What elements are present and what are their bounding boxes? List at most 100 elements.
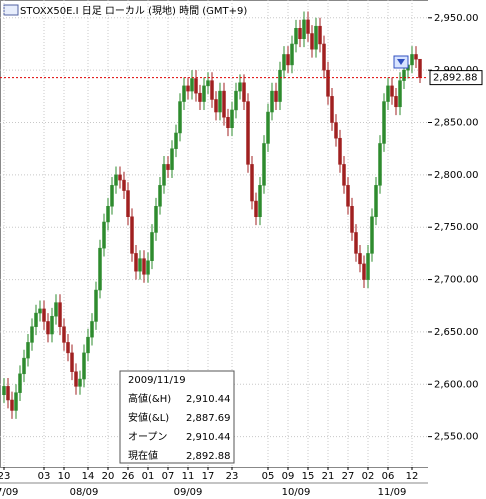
candle-body — [290, 43, 294, 66]
candle-body — [190, 78, 194, 92]
candle-body — [230, 109, 234, 128]
candle-body — [322, 43, 326, 71]
candle-body — [226, 117, 230, 128]
candle-body — [158, 185, 162, 207]
candle-body — [118, 174, 122, 181]
candle-body — [338, 137, 342, 165]
x-tick-label: 17 — [202, 471, 215, 482]
info-value: 2,892.88 — [186, 451, 231, 462]
candle-body — [10, 399, 14, 411]
y-tick-label: 2,800.00 — [434, 170, 479, 181]
candle-body — [234, 90, 238, 111]
candle-body — [186, 85, 190, 92]
candle-body — [330, 96, 334, 123]
candle-body — [18, 373, 22, 393]
candle-body — [114, 174, 118, 186]
candle-body — [14, 392, 18, 411]
chart-title: STOXX50E.I 日足 ローカル (現地) 時間 (GMT+9) — [20, 4, 247, 17]
candle-body — [74, 371, 78, 387]
info-label: 高値(&H) — [128, 392, 171, 405]
x-tick-label: 21 — [322, 471, 335, 482]
candle-body — [402, 69, 406, 81]
candle-body — [394, 96, 398, 108]
x-tick-label: 09 — [282, 471, 295, 482]
month-label: 11/09 — [378, 487, 407, 498]
candle-body — [370, 216, 374, 254]
candle-body — [42, 308, 46, 322]
candle-body — [146, 260, 150, 275]
candle-body — [102, 221, 106, 249]
candle-body — [262, 143, 266, 186]
candle-body — [122, 179, 126, 191]
candle-body — [342, 164, 346, 186]
candle-body — [378, 143, 382, 186]
candle-body — [206, 80, 210, 87]
candle-body — [166, 164, 170, 170]
candle-body — [62, 326, 66, 343]
candle-body — [106, 206, 110, 223]
candle-body — [334, 122, 338, 139]
candle-body — [26, 342, 30, 359]
candle-body — [182, 85, 186, 102]
candle-body — [310, 33, 314, 50]
candle-body — [70, 352, 74, 372]
candle-body — [258, 185, 262, 217]
candle-body — [302, 19, 306, 39]
x-tick-label: 23 — [0, 471, 10, 482]
candle-body — [274, 90, 278, 102]
candle-body — [222, 90, 226, 118]
info-value: 2,910.44 — [186, 432, 231, 443]
candle-body — [294, 28, 298, 45]
candle-body — [210, 80, 214, 100]
y-tick-label: 2,950.00 — [434, 13, 479, 24]
info-value: 2,910.44 — [186, 394, 231, 405]
candle-body — [314, 25, 318, 50]
candle-body — [318, 25, 322, 45]
candle-body — [390, 85, 394, 97]
candle-body — [30, 326, 34, 343]
candle-body — [418, 58, 422, 78]
x-tick-label: 23 — [226, 471, 239, 482]
candle-body — [250, 164, 254, 202]
y-tick-label: 2,850.00 — [434, 118, 479, 129]
candle-body — [150, 232, 154, 261]
candle-body — [286, 54, 290, 66]
x-tick-label: 11 — [182, 471, 195, 482]
x-tick-label: 20 — [102, 471, 115, 482]
y-tick-label: 2,700.00 — [434, 275, 479, 286]
last-price-tag — [429, 70, 483, 86]
candle-body — [34, 312, 38, 327]
candle-body — [22, 357, 26, 375]
candle-body — [278, 69, 282, 102]
candle-body — [66, 342, 70, 354]
candle-body — [266, 111, 270, 144]
candle-body — [110, 185, 114, 207]
candle-body — [94, 289, 98, 322]
candle-body — [366, 253, 370, 280]
candle-body — [162, 164, 166, 186]
info-label: 現在値 — [128, 449, 158, 462]
candle-body — [282, 54, 286, 71]
candle-body — [178, 101, 182, 134]
candle-body — [398, 80, 402, 108]
candle-body — [38, 308, 42, 314]
candle-body — [306, 19, 310, 34]
candle-body — [242, 82, 246, 102]
candle-body — [358, 253, 362, 265]
info-date: 2009/11/19 — [128, 375, 186, 386]
candle-body — [326, 69, 330, 97]
x-tick-label: 10 — [58, 471, 71, 482]
month-label: 08/09 — [70, 487, 99, 498]
x-tick-label: 05 — [262, 471, 275, 482]
symbol-icon — [3, 4, 19, 16]
x-tick-label: 26 — [122, 471, 135, 482]
x-tick-label: 02 — [362, 471, 375, 482]
x-tick-label: 01 — [142, 471, 155, 482]
candle-body — [78, 378, 82, 387]
candle-body — [218, 90, 222, 113]
candle-body — [54, 302, 58, 317]
candle-body — [130, 216, 134, 254]
x-tick-label: 03 — [38, 471, 51, 482]
candle-body — [246, 101, 250, 165]
